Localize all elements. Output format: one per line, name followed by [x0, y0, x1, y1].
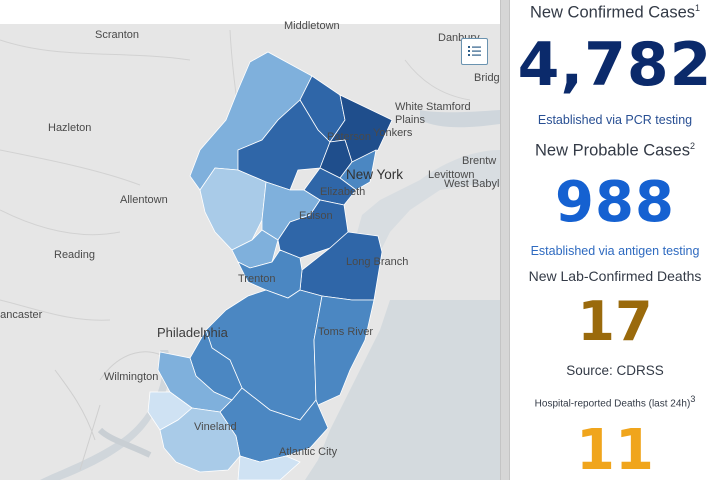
probable-cases-title: New Probable Cases2	[534, 141, 695, 160]
place-label-yonkers: Yonkers	[373, 127, 413, 139]
place-label-elizabeth: Elizabeth	[320, 186, 366, 198]
atlantic-water	[305, 300, 500, 480]
map-roads	[0, 29, 471, 321]
place-label-allentown: Allentown	[120, 194, 168, 206]
river-branch	[97, 427, 152, 458]
stats-panel: New Confirmed Cases1 4,782 Established v…	[510, 0, 720, 480]
state-border	[54, 369, 101, 471]
probable-cases-note: Established via antigen testing	[530, 244, 700, 258]
legend-list-icon	[468, 46, 481, 56]
place-label-west-babylon: West Babyl	[444, 178, 500, 190]
legend-button[interactable]	[461, 38, 488, 65]
hospital-deaths-title: Hospital-reported Deaths (last 24h)3	[534, 394, 696, 410]
place-label-stamford: Stamford	[426, 101, 471, 113]
place-label-brentwood: Brentw	[462, 155, 497, 167]
place-label-long-branch: Long Branch	[346, 256, 409, 268]
place-label-hazleton: Hazleton	[48, 122, 92, 134]
place-label-new-york: New York	[346, 167, 404, 182]
hospital-deaths-value: 11	[576, 418, 654, 480]
place-label-reading: Reading	[54, 249, 95, 261]
place-label-philadelphia: Philadelphia	[157, 325, 228, 340]
deaths-source-note: Source: CDRSS	[566, 363, 664, 378]
map-canvas[interactable]	[0, 0, 500, 480]
place-label-white-plains: White Plains	[395, 101, 425, 126]
place-label-scranton: Scranton	[95, 29, 140, 41]
place-label-vineland: Vineland	[194, 421, 237, 433]
county-hudson[interactable]	[339, 149, 377, 191]
place-label-bridgeport: Bridg	[474, 72, 500, 84]
deaths-value: 17	[577, 290, 653, 353]
probable-cases-value: 988	[555, 170, 675, 235]
map-view[interactable]: Middletown Danbury Scranton Bridg Hazlet…	[0, 0, 500, 480]
confirmed-cases-value: 4,782	[517, 30, 713, 100]
confirmed-cases-note: Established via PCR testing	[537, 113, 693, 127]
county-ocean[interactable]	[313, 295, 375, 406]
place-label-atlantic-city: Atlantic City	[279, 446, 338, 458]
place-label-middletown: Middletown	[284, 20, 340, 32]
place-label-toms-river: Toms River	[318, 326, 374, 338]
county-cape-may[interactable]	[237, 455, 301, 480]
delaware-river	[40, 350, 171, 480]
sound-water	[420, 110, 500, 128]
county-mercer[interactable]	[237, 249, 303, 299]
panel-divider[interactable]	[500, 0, 510, 480]
place-label-paterson: Paterson	[327, 131, 372, 143]
map-top-strip	[0, 0, 500, 24]
place-label-levittown: Levittown	[428, 169, 475, 181]
place-label-lancaster: Lancaster	[0, 309, 43, 321]
county-warren[interactable]	[199, 167, 267, 251]
place-label-edison: Edison	[299, 210, 333, 222]
place-label-trenton: Trenton	[238, 273, 276, 285]
deaths-title: New Lab-Confirmed Deaths	[528, 268, 702, 284]
confirmed-cases-title: New Confirmed Cases1	[529, 3, 701, 22]
place-label-wilmington: Wilmington	[104, 371, 159, 383]
